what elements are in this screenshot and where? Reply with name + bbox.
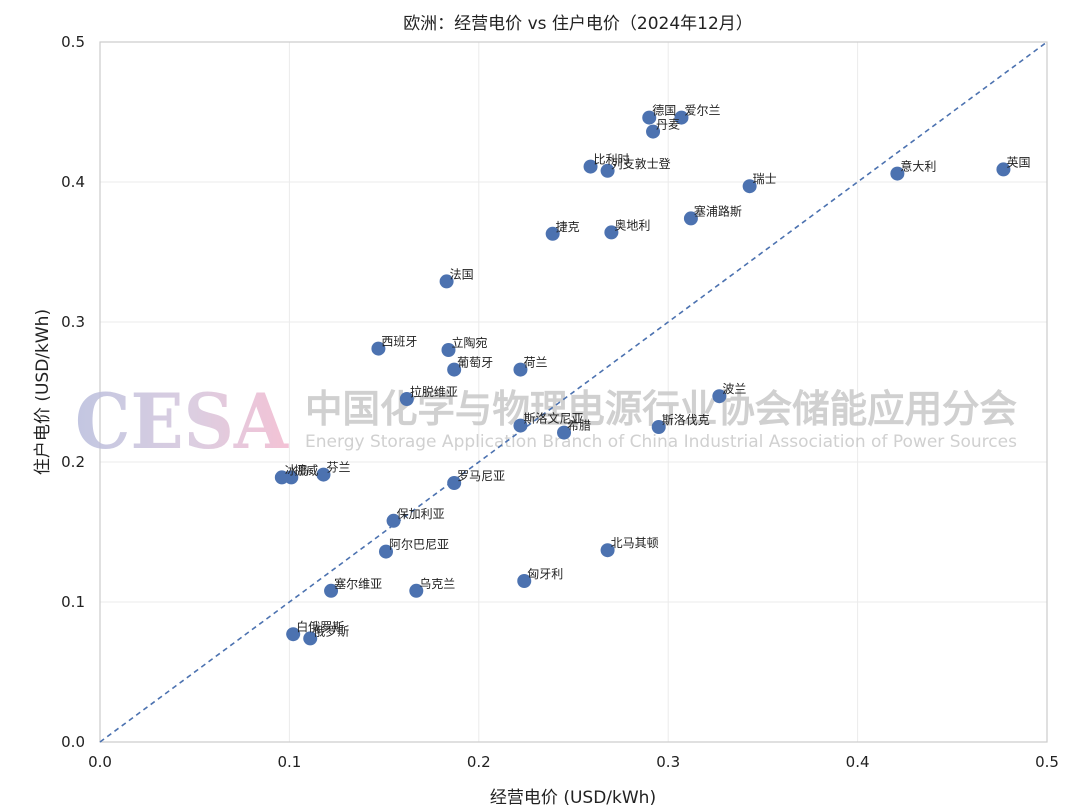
data-point-label: 法国 [450,267,474,281]
data-point-label: 斯洛伐克 [662,412,710,427]
y-tick-label: 0.5 [61,33,85,51]
data-point-label: 芬兰 [326,461,350,475]
data-point [316,467,331,482]
data-point-label: 挪威 [294,463,318,477]
data-point-label: 保加利亚 [397,507,445,521]
x-tick-label: 0.2 [467,753,491,771]
data-point [996,162,1011,177]
data-point-label: 爱尔兰 [684,103,720,118]
data-point [742,179,757,194]
data-point [513,418,528,433]
data-point [642,110,657,125]
data-point-label: 乌克兰 [419,576,455,591]
data-point [324,583,339,598]
data-point [386,513,401,528]
x-tick-label: 0.4 [846,753,870,771]
data-point-label: 罗马尼亚 [457,469,505,483]
data-point-label: 丹麦 [656,118,680,132]
data-point-label: 拉脱维亚 [410,384,458,399]
x-tick-labels: 0.0 0.1 0.2 0.3 0.4 0.5 [88,753,1059,771]
data-point [439,274,454,289]
data-point-label: 意大利 [900,159,936,174]
data-point [583,159,598,174]
data-point [600,543,615,558]
data-point-label: 瑞士 [753,172,777,186]
data-point-label: 英国 [1006,155,1030,169]
data-points [274,110,1011,646]
data-point-label: 荷兰 [523,356,547,370]
data-point-label: 德国 [652,103,676,118]
data-point [378,544,393,559]
data-point-label: 比利时 [594,153,630,167]
x-axis-title: 经营电价 (USD/kWh) [490,788,656,808]
plot-frame [99,41,1048,743]
x-tick-label: 0.3 [656,753,680,771]
y-tick-label: 0.0 [61,733,85,751]
data-point [284,470,299,485]
data-point [712,389,727,404]
data-point [399,392,414,406]
data-point-label: 冰岛 [285,462,309,477]
data-point [409,583,424,598]
data-point-label: 俄罗斯 [313,624,349,638]
data-point [683,211,698,226]
watermark-logo: CESA [75,377,289,466]
data-point [604,225,619,240]
data-point [674,110,689,125]
data-point-label: 阿尔巴尼亚 [389,537,449,552]
data-point-label: 塞尔维亚 [334,576,382,591]
data-point [517,574,532,588]
data-point-label: 斯洛文尼亚 [523,411,583,426]
data-point-label: 葡萄牙 [457,356,493,370]
data-point-label: 奥地利 [614,218,650,232]
y-tick-label: 0.1 [61,593,85,611]
data-point-label: 塞浦路斯 [694,203,742,218]
watermark-english: Energy Storage Application Branch of Chi… [305,432,1017,452]
chart-title: 欧洲：经营电价 vs 住户电价（2024年12月） [403,14,753,34]
data-point [371,341,386,356]
y-axis-title: 住户电价 (USD/kWh) [33,309,53,475]
data-point [890,166,905,181]
data-point [447,476,462,490]
data-point [600,163,615,178]
y-tick-label: 0.4 [61,173,85,191]
data-point [646,124,661,139]
x-tick-label: 0.1 [277,753,301,771]
data-point [447,362,462,377]
data-point-label: 列支敦士登 [611,156,671,171]
y-tick-label: 0.3 [61,313,85,331]
y-tick-labels: 0.0 0.1 0.2 0.3 0.4 0.5 [61,33,85,751]
data-point-label: 北马其顿 [611,536,659,550]
data-point-label: 立陶宛 [451,335,487,350]
data-point [513,362,528,377]
x-tick-label: 0.5 [1035,753,1059,771]
data-point [557,425,572,440]
x-tick-label: 0.0 [88,753,112,771]
data-point [651,420,666,434]
reference-line [99,41,1048,743]
data-point-label: 匈牙利 [527,567,563,581]
data-point [441,343,456,357]
grid-lines [100,42,1047,742]
data-point-label: 白俄罗斯 [296,619,344,634]
y-tick-label: 0.2 [61,453,85,471]
data-point [286,627,301,642]
data-point [545,226,560,241]
data-point-label: 希腊 [567,418,591,433]
data-point-label: 西班牙 [381,335,417,349]
data-point-label: 捷克 [556,220,580,234]
data-point [303,631,318,646]
data-point-label: 波兰 [722,382,746,396]
